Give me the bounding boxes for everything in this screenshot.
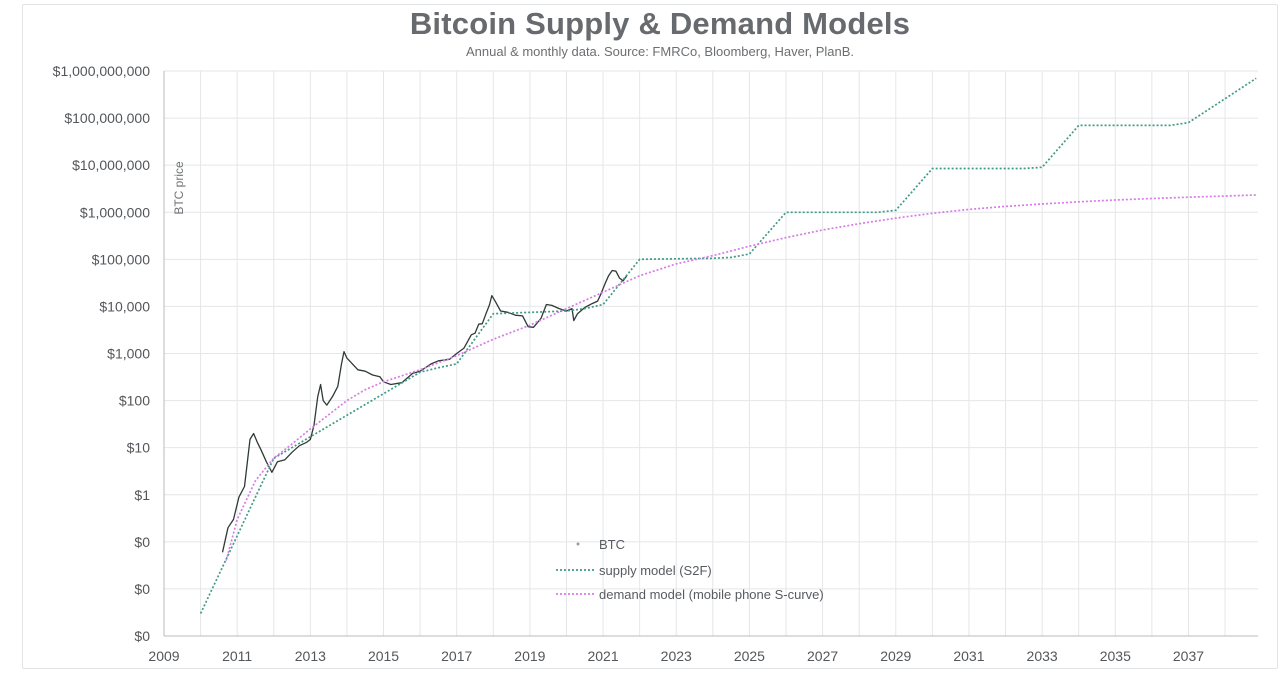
legend: BTC supply model (S2F) demand model (mobil… xyxy=(556,537,824,602)
legend-marker-btc xyxy=(576,542,580,546)
y-tick-label: $10,000,000 xyxy=(72,157,150,173)
y-tick-label: $100,000 xyxy=(92,251,151,267)
x-tick-label: 2013 xyxy=(295,648,326,664)
y-tick-label: $0 xyxy=(134,581,150,597)
x-tick-label: 2009 xyxy=(148,648,179,664)
x-tick-label: 2025 xyxy=(734,648,765,664)
chart-title: Bitcoin Supply & Demand Models xyxy=(409,6,911,41)
x-tick-label: 2027 xyxy=(807,648,838,664)
y-tick-label: $10 xyxy=(127,440,151,456)
x-tick-label: 2033 xyxy=(1027,648,1058,664)
legend-label: demand model (mobile phone S-curve) xyxy=(599,587,824,602)
x-tick-label: 2029 xyxy=(880,648,911,664)
x-tick-label: 2035 xyxy=(1100,648,1131,664)
x-tick-label: 2031 xyxy=(953,648,984,664)
y-tick-labels: $0 $0 $0 $1 $10 $100 $1,000 $10,000 $100,000 $1,0… xyxy=(53,63,151,644)
y-tick-label: $1,000,000 xyxy=(80,204,150,220)
chart-subtitle: Annual & monthly data. Source: FMRCo, Bl… xyxy=(465,44,855,59)
legend-label: BTC xyxy=(599,537,625,552)
series-group xyxy=(199,77,1257,614)
x-tick-label: 2015 xyxy=(368,648,399,664)
x-tick-label: 2037 xyxy=(1173,648,1204,664)
grid xyxy=(164,70,1258,637)
y-axis-label: BTC price xyxy=(172,161,186,215)
x-tick-label: 2011 xyxy=(222,648,252,664)
axes xyxy=(163,71,1258,637)
y-tick-label: $0 xyxy=(134,628,150,644)
legend-label: supply model (S2F) xyxy=(599,563,712,578)
y-tick-label: $10,000 xyxy=(99,298,150,314)
x-tick-label: 2021 xyxy=(587,648,618,664)
y-tick-label: $1,000 xyxy=(107,346,150,362)
y-tick-label: $100,000,000 xyxy=(64,110,150,126)
y-tick-label: $100 xyxy=(119,393,150,409)
y-tick-label: $0 xyxy=(134,534,150,550)
x-tick-label: 2017 xyxy=(441,648,472,664)
x-tick-label: 2023 xyxy=(661,648,692,664)
series-demand-model-line xyxy=(225,194,1257,561)
x-tick-label: 2019 xyxy=(514,648,545,664)
y-tick-label: $1,000,000,000 xyxy=(53,63,151,79)
y-tick-label: $1 xyxy=(134,487,150,503)
x-tick-labels: 2009 2011 2013 2015 2017 2019 2021 2023 2025 2027… xyxy=(148,648,1204,664)
series-btc-line xyxy=(221,269,628,553)
